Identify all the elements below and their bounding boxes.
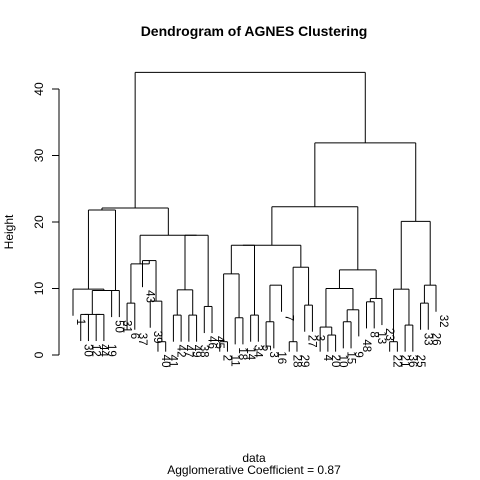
leaf-label-28: 28 (290, 355, 302, 368)
leaf-label-23: 34 (252, 345, 264, 358)
leaf-label-4: 19 (105, 344, 117, 357)
leaf-label-34: 10 (337, 355, 349, 368)
leaf-label-30: 27 (306, 335, 318, 348)
leaf-label-29: 29 (298, 355, 310, 368)
y-tick-label-3: 30 (32, 149, 46, 163)
leaf-label-14: 47 (182, 345, 194, 358)
leaf-label-46: 26 (429, 333, 441, 346)
leaf-label-24: 5 (259, 345, 271, 351)
leaf-label-26: 16 (275, 351, 287, 364)
leaf-label-35: 15 (344, 351, 356, 364)
leaf-label-19: 2 (221, 355, 233, 361)
leaf-label-38: 8 (367, 331, 379, 337)
leaf-label-32: 4 (321, 355, 333, 362)
leaf-label-25: 3 (267, 351, 279, 357)
leaf-label-45: 33 (422, 333, 434, 346)
leaf-label-40: 23 (383, 328, 395, 341)
leaf-label-1: 30 (82, 344, 94, 357)
y-tick-label-4: 40 (32, 82, 46, 96)
leaf-label-9: 43 (144, 290, 156, 303)
leaf-label-8: 37 (136, 333, 148, 346)
leaf-label-43: 36 (406, 355, 418, 368)
leaf-label-12: 41 (167, 355, 179, 368)
leaf-label-31: 3 (313, 335, 325, 341)
leaf-label-17: 46 (205, 336, 217, 349)
leaf-label-47: 32 (437, 315, 449, 328)
leaf-label-21: 18 (236, 347, 248, 360)
leaf-label-15: 49 (190, 345, 202, 358)
leaf-label-7: 6 (128, 333, 140, 339)
leaf-label-3: 44 (97, 344, 109, 357)
leaf-label-6: 31 (120, 320, 132, 333)
leaf-label-33: 20 (329, 355, 341, 368)
y-axis: 0 10 20 30 40 (32, 82, 60, 358)
leaf-label-11: 40 (159, 355, 171, 368)
leaf-label-0: 1 (74, 319, 86, 325)
leaf-label-10: 39 (151, 331, 163, 344)
chart-title: Dendrogram of AGNES Clustering (141, 23, 368, 39)
y-axis-label: Height (2, 214, 16, 249)
leaf-labels: 1301244195031637433940414247493846452111… (74, 290, 449, 367)
y-tick-label-0: 0 (32, 351, 46, 358)
leaf-label-44: 25 (414, 355, 426, 368)
leaf-label-18: 45 (213, 336, 225, 349)
leaf-label-13: 42 (174, 345, 186, 358)
leaf-label-2: 12 (89, 344, 101, 357)
y-tick-label-1: 10 (32, 282, 46, 296)
chart-subtitle: Agglomerative Coefficient = 0.87 (167, 463, 341, 477)
y-tick-label-2: 20 (32, 215, 46, 229)
leaf-label-27: 7 (283, 315, 295, 321)
leaf-label-42: 21 (398, 355, 410, 368)
x-axis-label: data (242, 451, 266, 465)
leaf-label-16: 38 (198, 345, 210, 358)
leaf-label-5: 50 (113, 320, 125, 333)
leaf-label-41: 22 (391, 355, 403, 368)
leaf-label-39: 13 (375, 331, 387, 344)
leaf-label-22: 14 (244, 347, 256, 360)
dendrogram-branches (72, 71, 437, 352)
leaf-label-20: 11 (228, 355, 240, 367)
leaf-label-37: 48 (360, 339, 372, 352)
leaf-label-36: 9 (352, 351, 364, 357)
